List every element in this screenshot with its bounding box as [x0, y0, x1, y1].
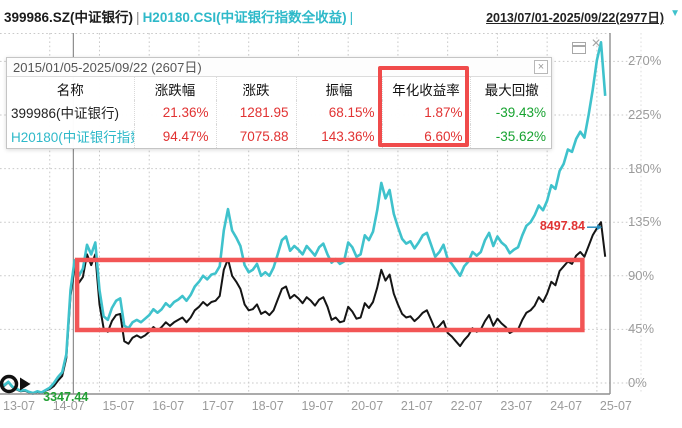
- col-chg: 涨跌: [215, 77, 296, 100]
- x-tick-label: 15-07: [102, 399, 135, 413]
- x-tick-label: 20-07: [351, 399, 384, 413]
- y-tick-label: 45%: [628, 321, 655, 337]
- x-tick-label: 14-07: [52, 399, 85, 413]
- y-tick-label: 0%: [628, 375, 647, 390]
- x-tick-label: 18-07: [251, 399, 284, 413]
- chart-canvas[interactable]: [0, 33, 682, 400]
- x-tick-label: 21-07: [400, 399, 433, 413]
- row2-chg-pct: 94.47%: [133, 124, 216, 148]
- y-tick-label: 90%: [628, 267, 655, 283]
- close-icon[interactable]: ×: [534, 60, 548, 74]
- row1-name: 399986(中证银行): [11, 106, 120, 121]
- stats-panel-title: 2015/01/05-2025/09/22 (2607日): [7, 58, 551, 77]
- symbol-right-label: H20180.CSI(中证银行指数全收益): [142, 10, 347, 25]
- chart-area[interactable]: [0, 33, 682, 400]
- col-ann-return: 年化收益率: [381, 77, 470, 100]
- row2-max-drawdown: -35.62%: [469, 124, 553, 148]
- x-tick-label: 24-07: [550, 399, 583, 413]
- row2-amp: 143.36%: [295, 124, 382, 148]
- min-value-label: 3347.44: [43, 389, 89, 404]
- chevron-down-icon[interactable]: ▼: [670, 8, 680, 19]
- table-row: H20180(中证银行指数 94.47% 7075.88 143.36% 6.6…: [7, 124, 553, 148]
- stats-panel: 2015/01/05-2025/09/22 (2607日) × 名称 涨跌幅 涨…: [6, 57, 553, 149]
- row1-chg: 1281.95: [215, 100, 296, 124]
- x-tick-label: 13-07: [3, 399, 35, 413]
- period-selector[interactable]: 2013/07/01-2025/09/22(2977日): [486, 11, 664, 25]
- row1-max-drawdown: -39.43%: [469, 100, 553, 124]
- col-max-drawdown: 最大回撤: [469, 77, 553, 100]
- table-row: 399986(中证银行) 21.36% 1281.95 68.15% 1.87%…: [7, 100, 553, 124]
- y-tick-label: 225%: [628, 107, 662, 122]
- restore-window-icon[interactable]: [572, 42, 586, 54]
- x-tick-label: 25-07: [599, 399, 632, 413]
- col-chg-pct: 涨跌幅: [133, 77, 216, 100]
- row2-name: H20180(中证银行指数: [11, 130, 134, 145]
- x-tick-label: 22-07: [450, 399, 483, 413]
- symbol-separator: |: [136, 10, 140, 25]
- col-name: 名称: [56, 82, 84, 98]
- close-chart-icon[interactable]: ×: [591, 35, 601, 52]
- stats-header-row: 名称 涨跌幅 涨跌 振幅 年化收益率 最大回撤: [7, 77, 553, 100]
- row1-amp: 68.15%: [295, 100, 382, 124]
- symbol-trailing-separator: |: [349, 10, 354, 25]
- row2-chg: 7075.88: [215, 124, 296, 148]
- y-tick-label: 180%: [628, 160, 662, 176]
- x-tick-label: 23-07: [500, 399, 533, 413]
- stats-table: 名称 涨跌幅 涨跌 振幅 年化收益率 最大回撤 399986(中证银行) 21.…: [7, 77, 553, 148]
- header-bar: 399986.SZ(中证银行) | H20180.CSI(中证银行指数全收益) | 2…: [0, 0, 682, 30]
- y-tick-label: 270%: [628, 53, 662, 69]
- row1-chg-pct: 21.36%: [133, 100, 216, 124]
- x-tick-label: 16-07: [152, 399, 185, 413]
- x-tick-label: 17-07: [201, 399, 234, 413]
- col-amp: 振幅: [295, 77, 382, 100]
- row2-ann-return: 6.60%: [381, 124, 470, 148]
- symbol-header: 399986.SZ(中证银行) | H20180.CSI(中证银行指数全收益) |: [4, 6, 356, 26]
- max-value-label: 8497.84: [539, 219, 586, 234]
- row1-ann-return: 1.87%: [381, 100, 470, 124]
- symbol-left-label: 399986.SZ(中证银行): [4, 10, 134, 25]
- x-tick-label: 19-07: [301, 399, 334, 413]
- y-tick-label: 135%: [628, 214, 662, 230]
